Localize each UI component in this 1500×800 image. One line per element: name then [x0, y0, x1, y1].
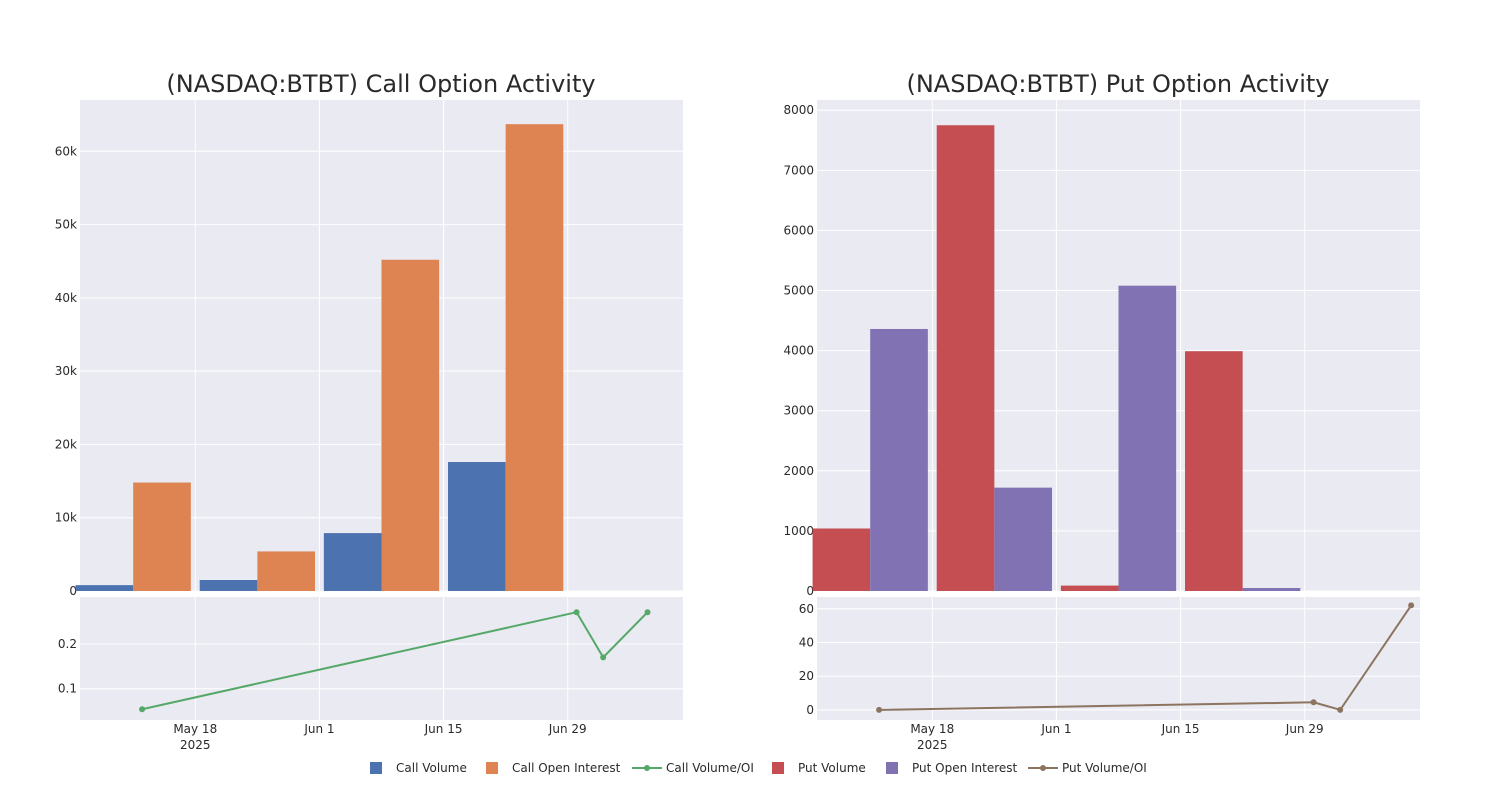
call-x-tick-label: Jun 15	[424, 722, 463, 736]
put-x-tick-label: Jun 1	[1040, 722, 1071, 736]
put-line-y-tick-label: 0	[806, 703, 814, 717]
put-bar-y-tick-label: 0	[806, 584, 814, 598]
put-put-open-interest-bar	[1242, 587, 1301, 591]
legend-call-ratio-label: Call Volume/OI	[666, 761, 754, 775]
legend-call-volume-swatch	[370, 762, 382, 774]
put-x-tick-year-label: 2025	[917, 738, 948, 752]
put-bar-y-tick-label: 5000	[783, 284, 814, 298]
legend-put-open-interest-label: Put Open Interest	[912, 761, 1018, 775]
call-bar-y-tick-label: 30k	[55, 364, 77, 378]
call-call-ratio-point	[600, 654, 607, 661]
put-bar-y-tick-label: 4000	[783, 344, 814, 358]
legend-put-volume-swatch	[772, 762, 784, 774]
put-bar-y-tick-label: 3000	[783, 404, 814, 418]
call-call-ratio-point	[573, 609, 580, 616]
put-bar-y-tick-label: 7000	[783, 163, 814, 177]
call-bar-y-tick-label: 10k	[55, 511, 77, 525]
call-call-volume-bar	[323, 533, 382, 591]
put-line-y-tick-label: 20	[799, 669, 814, 683]
put-put-ratio-point	[1337, 706, 1344, 713]
legend-call-ratio-swatch-marker	[644, 765, 650, 771]
put-put-open-interest-bar	[1118, 285, 1177, 591]
call-chart-title: (NASDAQ:BTBT) Call Option Activity	[166, 70, 595, 98]
legend-put-volume-label: Put Volume	[798, 761, 866, 775]
call-call-open-interest-bar	[505, 124, 564, 591]
put-put-ratio-point	[1310, 699, 1317, 706]
put-put-ratio-point	[876, 706, 883, 713]
put-line-y-tick-label: 60	[799, 602, 814, 616]
put-x-tick-label: Jun 29	[1285, 722, 1324, 736]
put-put-open-interest-bar	[870, 328, 928, 591]
call-x-tick-label: Jun 1	[303, 722, 334, 736]
put-chart-title: (NASDAQ:BTBT) Put Option Activity	[906, 70, 1329, 98]
legend-put-ratio-label: Put Volume/OI	[1062, 761, 1147, 775]
put-put-open-interest-bar	[994, 487, 1052, 591]
put-put-volume-bar	[812, 528, 871, 591]
put-put-ratio-point	[1408, 602, 1415, 609]
put-x-tick-label: Jun 15	[1161, 722, 1200, 736]
call-line-plot-area	[80, 597, 683, 720]
call-call-ratio-point	[644, 609, 651, 616]
call-x-tick-year-label: 2025	[180, 738, 211, 752]
call-bar-y-tick-label: 20k	[55, 437, 77, 451]
call-call-ratio-line	[141, 611, 649, 711]
call-x-tick-label: May 18	[173, 722, 217, 736]
call-call-volume-bar	[199, 580, 258, 591]
put-put-volume-bar	[1060, 585, 1119, 591]
legend-call-open-interest-swatch	[486, 762, 498, 774]
call-call-open-interest-bar	[381, 259, 440, 591]
call-bar-y-tick-label: 60k	[55, 144, 77, 158]
put-put-ratio-line	[879, 604, 1412, 712]
call-bar-y-tick-label: 40k	[55, 291, 77, 305]
put-bar-y-tick-label: 2000	[783, 464, 814, 478]
legend-put-open-interest-swatch	[886, 762, 898, 774]
call-call-open-interest-bar	[257, 551, 315, 591]
legend-call-open-interest-label: Call Open Interest	[512, 761, 621, 775]
legend-put-ratio-swatch-marker	[1040, 765, 1046, 771]
call-call-volume-bar	[448, 462, 506, 591]
put-put-volume-bar	[1185, 351, 1243, 591]
call-x-tick-label: Jun 29	[548, 722, 587, 736]
put-bar-y-tick-label: 8000	[783, 103, 814, 117]
legend-call-volume-label: Call Volume	[396, 761, 467, 775]
put-line-y-tick-label: 40	[799, 635, 814, 649]
put-bar-y-tick-label: 1000	[783, 524, 814, 538]
call-bar-y-tick-label: 50k	[55, 218, 77, 232]
call-call-ratio-point	[139, 706, 146, 713]
put-put-volume-bar	[936, 125, 995, 592]
put-bar-y-tick-label: 6000	[783, 223, 814, 237]
call-line-y-tick-label: 0.2	[58, 637, 77, 651]
call-call-open-interest-bar	[133, 482, 191, 591]
call-line-y-tick-label: 0.1	[58, 682, 77, 696]
put-line-plot-area	[817, 597, 1420, 720]
put-x-tick-label: May 18	[910, 722, 954, 736]
call-call-volume-bar	[75, 585, 134, 591]
call-bar-y-tick-label: 0	[69, 584, 77, 598]
